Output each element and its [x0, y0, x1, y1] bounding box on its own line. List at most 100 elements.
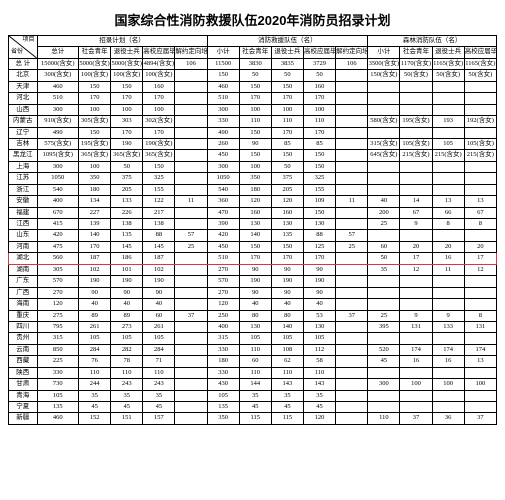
- cell: 130: [239, 321, 271, 332]
- cell: 460: [37, 413, 78, 424]
- cell: 305(含女): [79, 116, 111, 127]
- cell: 102: [79, 264, 111, 275]
- cell: 101: [111, 264, 143, 275]
- row-label: 重庆: [9, 310, 38, 321]
- cell: 125: [303, 241, 335, 252]
- cell: 13: [464, 356, 496, 367]
- table-row: 云南850284282284330110108112520174174174: [9, 344, 497, 355]
- cell: [464, 93, 496, 104]
- cell: [175, 184, 207, 195]
- cell: [432, 161, 464, 172]
- cell: 106: [336, 58, 368, 69]
- cell: [175, 150, 207, 161]
- cell: [432, 402, 464, 413]
- cell: 9: [400, 219, 432, 230]
- cell: 14: [400, 196, 432, 207]
- cell: 150: [79, 81, 111, 92]
- cell: 193: [432, 116, 464, 127]
- cell: 155: [143, 184, 175, 195]
- cell: 190: [111, 138, 143, 149]
- cell: 270: [207, 264, 239, 275]
- cell: 100: [239, 104, 271, 115]
- cell: 174: [432, 344, 464, 355]
- cell: 170: [143, 93, 175, 104]
- cell: [175, 173, 207, 184]
- cell: 110: [271, 367, 303, 378]
- cell: [464, 184, 496, 195]
- cell: [368, 93, 400, 104]
- col-header: 社会青年: [400, 47, 432, 58]
- row-label: 福建: [9, 207, 38, 218]
- cell: 120: [271, 196, 303, 207]
- cell: 90: [239, 138, 271, 149]
- cell: [175, 367, 207, 378]
- group-header: 招录计划（名）: [37, 36, 207, 47]
- cell: 45: [79, 402, 111, 413]
- cell: 105: [79, 333, 111, 344]
- cell: 122: [143, 196, 175, 207]
- cell: 400: [207, 321, 239, 332]
- table-row: 贵州315105105105315105105105: [9, 333, 497, 344]
- cell: 60: [368, 241, 400, 252]
- cell: [336, 402, 368, 413]
- cell: [400, 367, 432, 378]
- cell: 90: [111, 287, 143, 298]
- cell: 13: [464, 196, 496, 207]
- cell: [336, 379, 368, 390]
- cell: 80: [271, 310, 303, 321]
- row-label: 甘肃: [9, 379, 38, 390]
- col-header: 退役士兵: [271, 47, 303, 58]
- cell: 17: [400, 253, 432, 264]
- cell: 150: [303, 150, 335, 161]
- col-header: 总计: [37, 47, 78, 58]
- row-label: 河南: [9, 241, 38, 252]
- cell: 730: [37, 379, 78, 390]
- col-header: 解约定向培养士官: [175, 47, 207, 58]
- cell: 108: [271, 344, 303, 355]
- cell: [175, 70, 207, 81]
- cell: 490: [207, 127, 239, 138]
- cell: 3500(含女): [368, 58, 400, 69]
- cell: 244: [79, 379, 111, 390]
- cell: [432, 390, 464, 401]
- cell: 420: [37, 230, 78, 241]
- cell: 315: [37, 333, 78, 344]
- cell: 400: [37, 196, 78, 207]
- cell: [400, 390, 432, 401]
- cell: 170: [271, 127, 303, 138]
- cell: 85: [271, 138, 303, 149]
- row-label: 湖南: [9, 264, 38, 275]
- cell: 282: [111, 344, 143, 355]
- cell: 37: [464, 413, 496, 424]
- col-header: 退役士兵: [111, 47, 143, 58]
- cell: [175, 356, 207, 367]
- cell: [368, 390, 400, 401]
- cell: 420: [207, 230, 239, 241]
- cell: 36: [432, 413, 464, 424]
- col-header: 社会青年: [79, 47, 111, 58]
- cell: 35: [79, 390, 111, 401]
- cell: 415: [37, 219, 78, 230]
- cell: 390: [207, 219, 239, 230]
- cell: [432, 287, 464, 298]
- cell: 315(含女): [368, 138, 400, 149]
- cell: [175, 299, 207, 310]
- cell: 37: [400, 413, 432, 424]
- cell: [175, 207, 207, 218]
- cell: 110: [239, 367, 271, 378]
- cell: [175, 276, 207, 287]
- cell: [464, 230, 496, 241]
- cell: [368, 299, 400, 310]
- cell: 100: [432, 379, 464, 390]
- cell: 300: [207, 104, 239, 115]
- cell: [336, 127, 368, 138]
- cell: 510: [37, 93, 78, 104]
- cell: 16: [432, 253, 464, 264]
- cell: 45: [143, 402, 175, 413]
- cell: 570: [207, 276, 239, 287]
- cell: 190(含女): [143, 138, 175, 149]
- cell: 90: [143, 287, 175, 298]
- cell: [432, 367, 464, 378]
- col-header: 高校应届毕业生: [464, 47, 496, 58]
- cell: 12: [464, 264, 496, 275]
